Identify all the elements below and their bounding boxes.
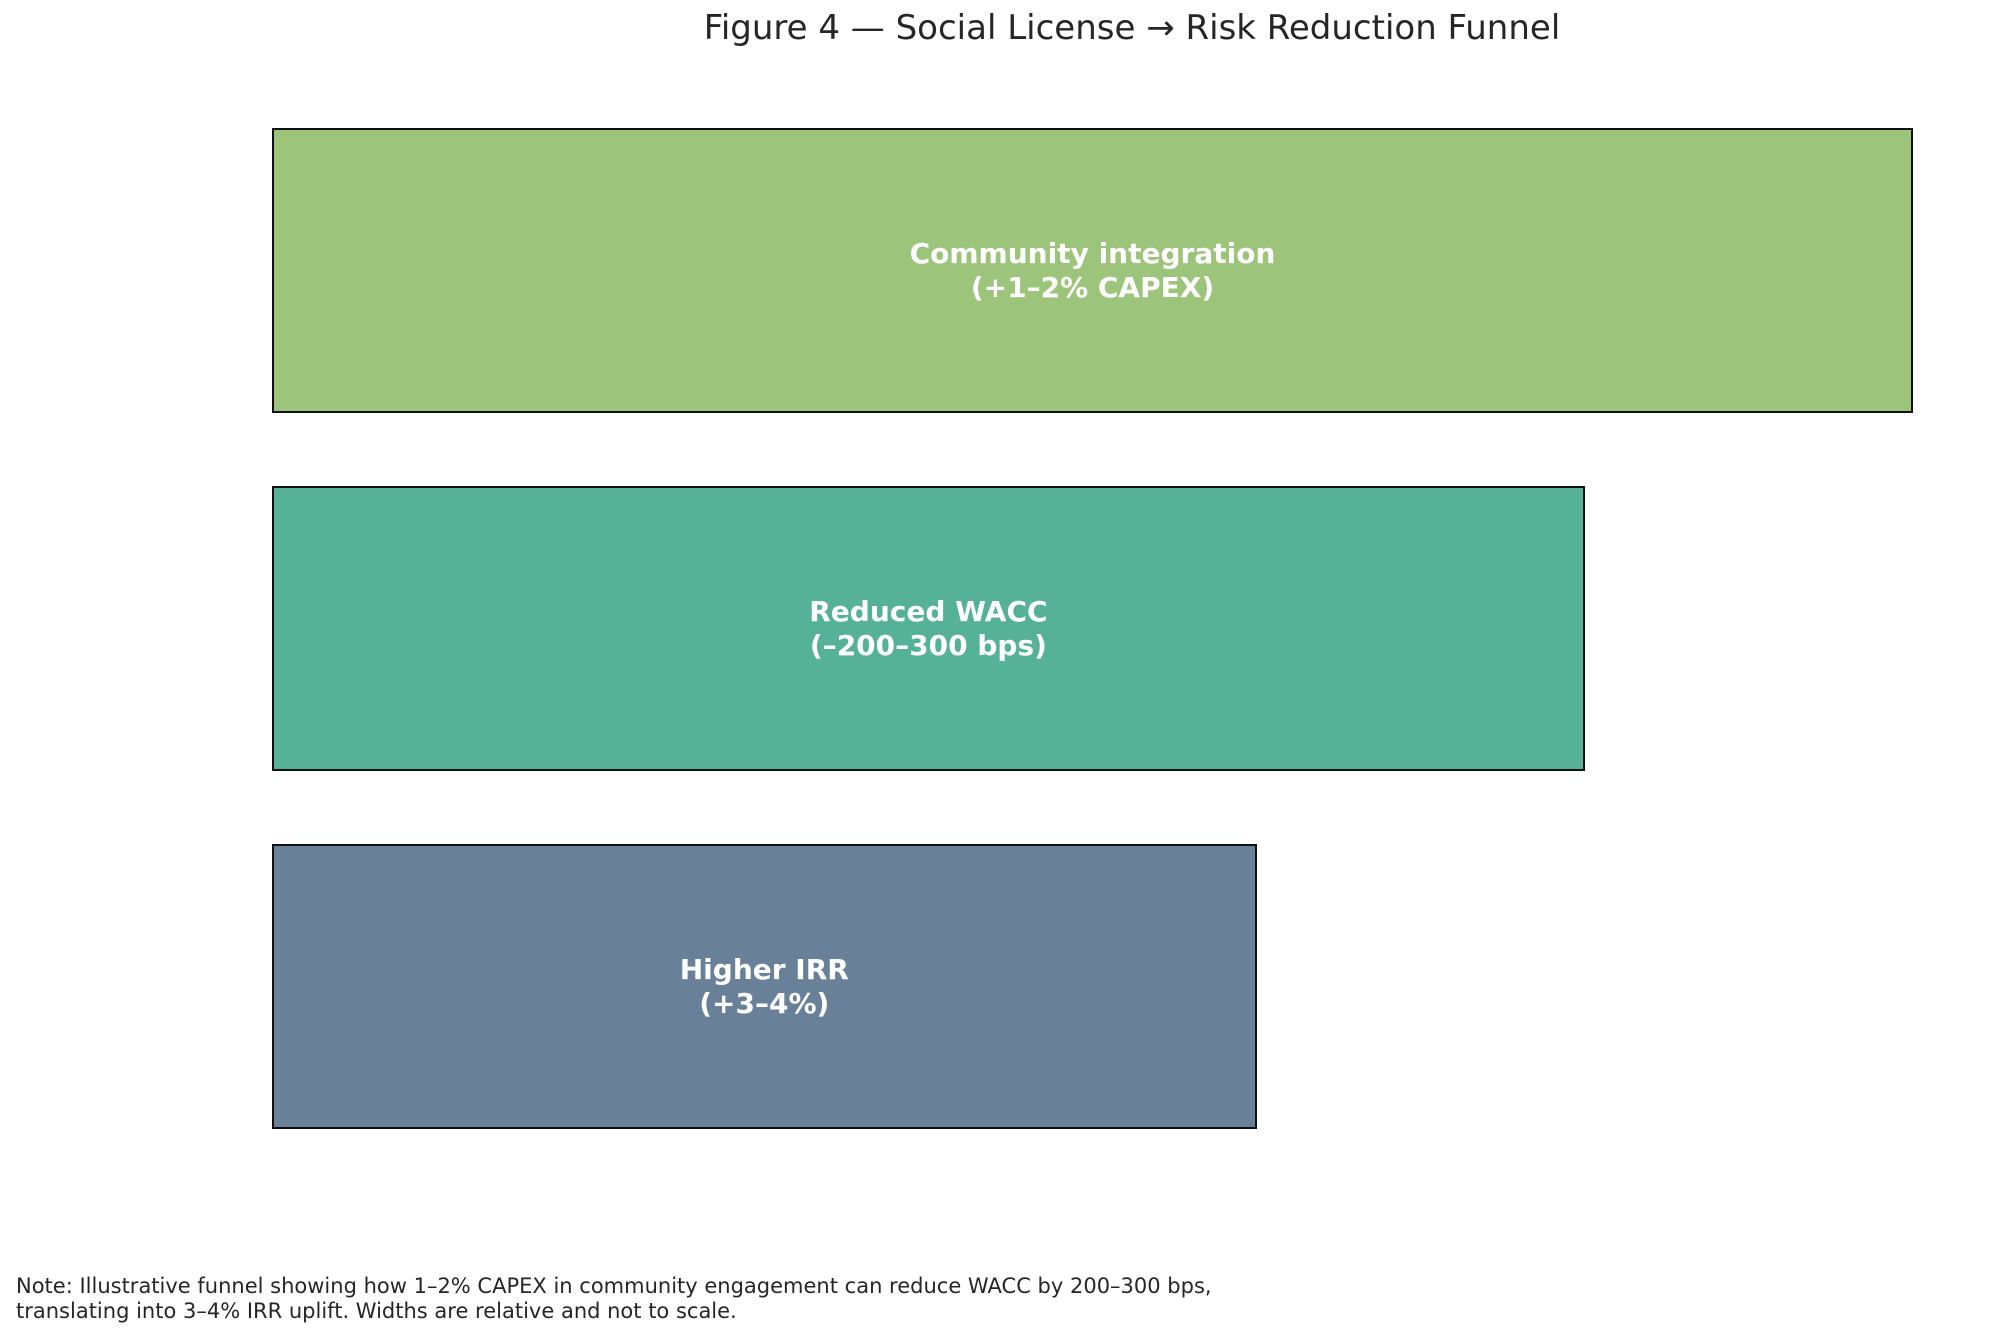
figure-title: Figure 4 — Social License → Risk Reducti…	[703, 8, 1561, 48]
stage-label: Higher IRR (+3–4%)	[679, 952, 849, 1020]
funnel-stage-higher-irr: Higher IRR (+3–4%)	[272, 844, 1257, 1129]
funnel-stage-community-integration: Community integration (+1–2% CAPEX)	[272, 128, 1913, 413]
funnel-stage-reduced-wacc: Reduced WACC (–200–300 bps)	[272, 486, 1585, 771]
stage-label: Reduced WACC (–200–300 bps)	[809, 594, 1048, 662]
stage-label: Community integration (+1–2% CAPEX)	[909, 236, 1276, 304]
figure-note: Note: Illustrative funnel showing how 1–…	[16, 1274, 1212, 1324]
